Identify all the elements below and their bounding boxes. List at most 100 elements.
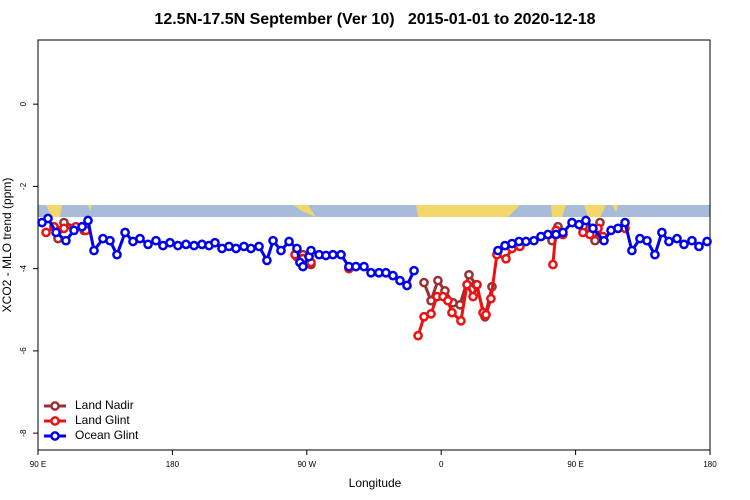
data-point — [702, 236, 712, 247]
data-point — [543, 229, 553, 240]
data-point — [246, 243, 256, 254]
data-point — [672, 233, 682, 244]
y-tick-label: 0 — [19, 101, 28, 106]
data-point — [395, 275, 405, 286]
data-point — [89, 245, 99, 256]
y-axis-label: XCO2 - MLO trend (ppm) — [0, 178, 14, 313]
data-point — [262, 255, 272, 266]
data-point — [419, 277, 429, 288]
data-point — [501, 253, 511, 264]
data-point — [588, 223, 598, 234]
x-tick-label: 90 E — [30, 460, 46, 469]
data-point — [328, 249, 338, 260]
data-point — [409, 265, 419, 276]
legend-swatch-marker — [50, 416, 60, 426]
data-point — [105, 235, 115, 246]
data-point — [443, 295, 453, 306]
legend-label: Ocean Glint — [75, 428, 139, 442]
data-point — [599, 235, 609, 246]
data-point — [254, 241, 264, 252]
data-point — [447, 307, 457, 318]
data-point — [77, 221, 87, 232]
y-tick-label: -2 — [19, 182, 28, 190]
map-strip — [38, 205, 710, 217]
y-tick-label: -4 — [19, 265, 28, 273]
data-point — [657, 227, 667, 238]
data-point — [462, 279, 472, 290]
ocean-band — [38, 205, 710, 217]
x-axis-label: Longitude — [349, 476, 402, 490]
data-point — [276, 245, 286, 256]
data-point — [181, 239, 191, 250]
data-point — [402, 280, 412, 291]
data-point — [120, 227, 130, 238]
data-point — [83, 215, 93, 226]
data-point — [687, 235, 697, 246]
data-point — [359, 261, 369, 272]
data-point — [151, 235, 161, 246]
data-point — [574, 219, 584, 230]
x-tick-label: 180 — [166, 460, 180, 469]
data-point — [413, 330, 423, 341]
data-point — [426, 309, 436, 319]
data-point — [231, 243, 241, 254]
data-point — [143, 239, 153, 250]
land-shapes — [46, 205, 618, 217]
data-point — [627, 245, 637, 256]
data-point — [456, 316, 466, 326]
data-point — [472, 279, 482, 290]
data-point — [613, 223, 623, 234]
data-point — [59, 223, 69, 234]
data-point — [61, 235, 71, 246]
data-point — [486, 293, 496, 304]
data-point — [69, 225, 79, 236]
data-point — [529, 235, 539, 246]
data-point — [210, 237, 220, 248]
data-point — [590, 235, 600, 246]
data-point — [679, 239, 689, 250]
data-point — [351, 261, 361, 272]
data-point — [388, 270, 398, 281]
data-point — [366, 267, 376, 278]
data-point — [112, 249, 122, 260]
data-point — [284, 236, 294, 247]
data-point — [135, 233, 145, 244]
x-tick-label: 90 E — [567, 460, 583, 469]
legend-swatch-marker — [50, 401, 60, 411]
y-tick-label: -8 — [19, 429, 28, 437]
data-point — [306, 245, 316, 256]
legend-label: Land Glint — [75, 413, 130, 427]
data-point — [493, 245, 503, 256]
data-point — [51, 227, 61, 238]
data-point — [642, 235, 652, 246]
data-point — [620, 217, 630, 228]
x-tick-label: 0 — [439, 460, 444, 469]
data-point — [173, 240, 183, 251]
legend-swatch-marker — [50, 431, 60, 441]
data-point — [464, 269, 474, 280]
data-point — [336, 249, 346, 260]
data-point — [298, 261, 308, 272]
data-point — [650, 249, 660, 260]
data-point — [481, 309, 491, 320]
chart-title: 12.5N-17.5N September (Ver 10) 2015-01-0… — [154, 11, 595, 28]
data-point — [41, 227, 51, 238]
plot-area — [37, 213, 712, 341]
data-point — [433, 275, 443, 286]
data-point — [468, 291, 478, 302]
data-point — [521, 236, 531, 247]
legend-label: Land Nadir — [75, 398, 134, 412]
data-point — [165, 237, 175, 248]
data-point — [292, 243, 302, 254]
data-point — [694, 241, 704, 252]
x-tick-label: 90 W — [297, 460, 316, 469]
y-tick-label: -6 — [19, 347, 28, 355]
data-point — [558, 227, 568, 238]
data-point — [664, 236, 674, 247]
data-point — [268, 235, 278, 246]
data-point — [189, 240, 199, 251]
data-point — [548, 259, 558, 270]
